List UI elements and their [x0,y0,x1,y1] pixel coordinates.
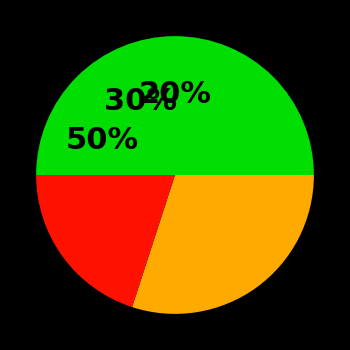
Text: 30%: 30% [104,88,177,117]
Text: 50%: 50% [65,126,139,155]
Wedge shape [36,36,314,175]
Text: 20%: 20% [139,80,211,109]
Wedge shape [36,175,175,307]
Wedge shape [132,175,314,314]
